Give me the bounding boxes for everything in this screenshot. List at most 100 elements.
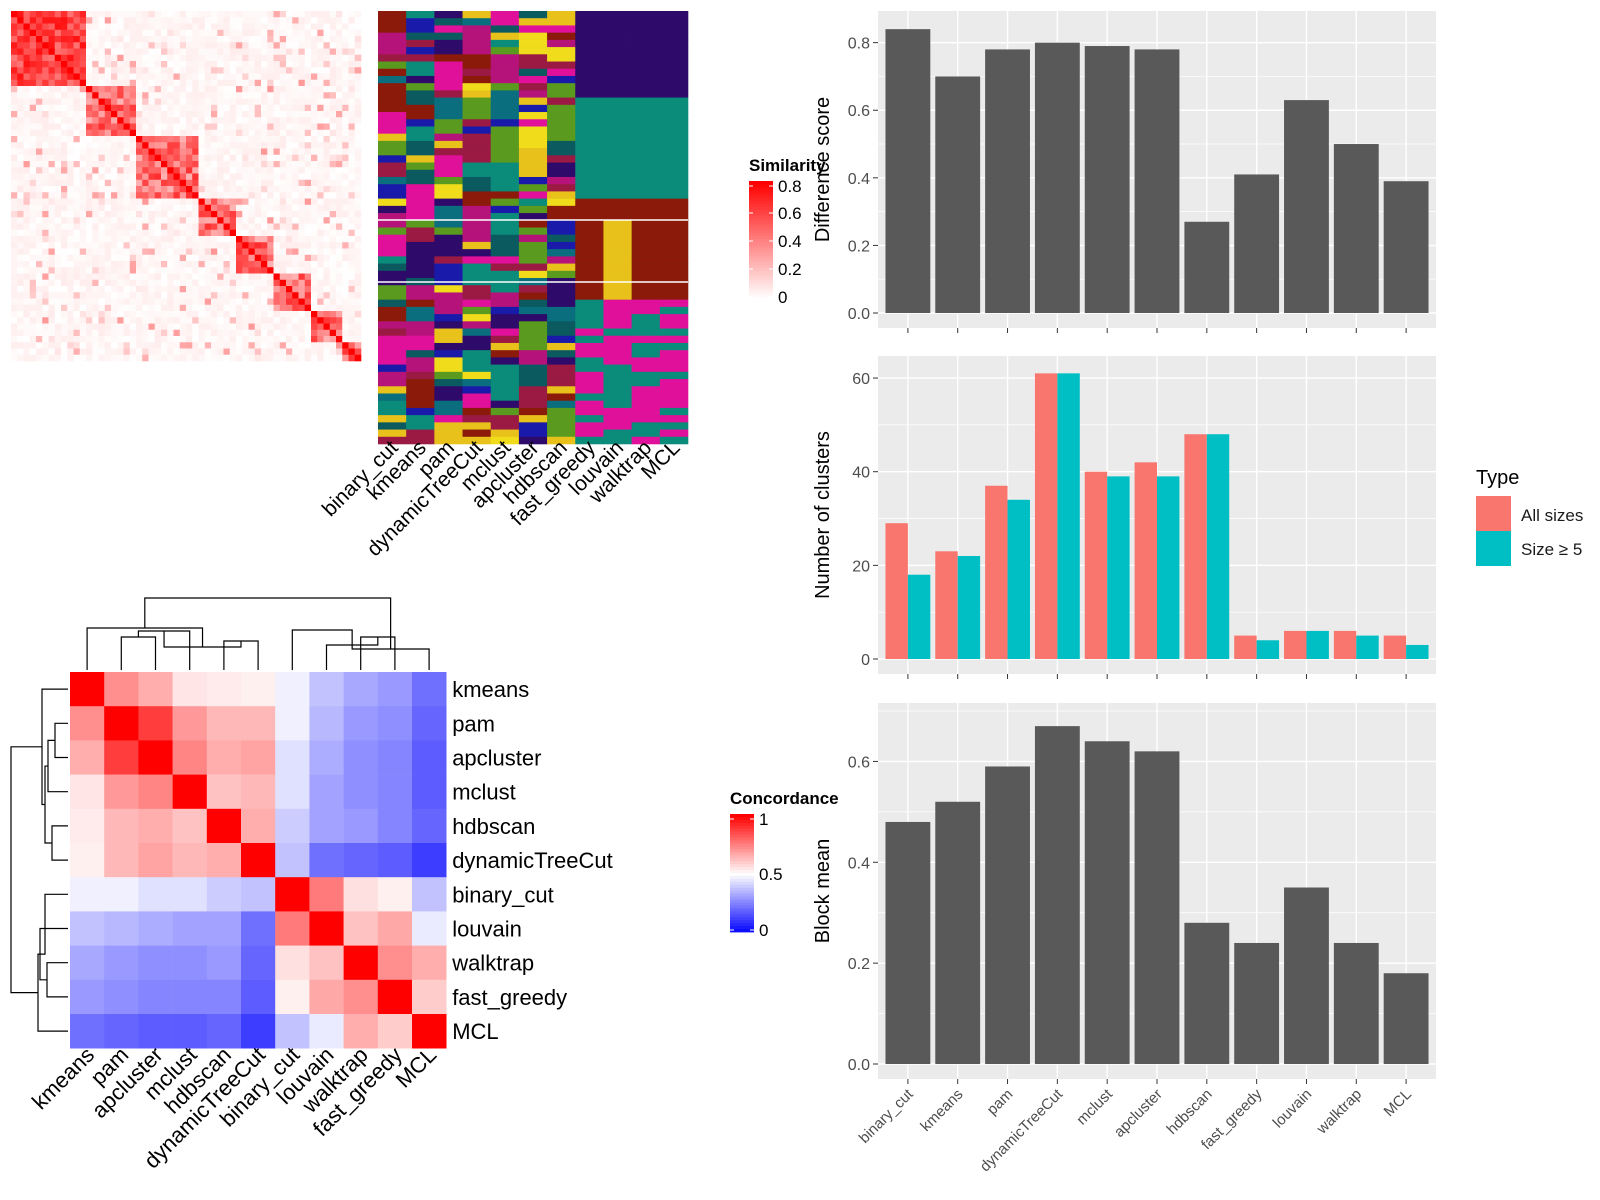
- similarity-cell: [86, 323, 93, 331]
- similarity-cell: [311, 92, 318, 99]
- similarity-cell: [242, 179, 249, 187]
- similarity-cell: [79, 42, 87, 49]
- similarity-cell: [129, 136, 137, 143]
- similarity-cell: [42, 267, 49, 274]
- similarity-cell: [261, 61, 268, 68]
- similarity-cell: [304, 86, 312, 93]
- cluster-strip-cell: [378, 415, 407, 423]
- similarity-cell: [167, 161, 174, 168]
- similarity-cell: [161, 11, 168, 18]
- type-legend-swatch-size5: [1476, 531, 1511, 566]
- similarity-cell: [154, 254, 162, 262]
- similarity-cell: [23, 79, 31, 87]
- similarity-cell: [229, 98, 237, 106]
- similarity-cell: [98, 192, 106, 199]
- similarity-cell: [311, 148, 318, 156]
- cluster-strip-cell: [378, 241, 407, 250]
- similarity-cell: [286, 54, 293, 62]
- similarity-cell: [286, 17, 293, 24]
- similarity-cell: [304, 336, 312, 343]
- similarity-cell: [98, 17, 106, 24]
- similarity-cell: [317, 311, 324, 318]
- similarity-cell: [304, 179, 312, 187]
- similarity-cell: [236, 279, 243, 287]
- similarity-cell: [336, 211, 343, 218]
- similarity-cell: [111, 161, 118, 168]
- similarity-cell: [279, 48, 287, 56]
- similarity-cell: [111, 73, 118, 81]
- similarity-cell: [129, 273, 137, 281]
- similarity-cell: [148, 179, 156, 187]
- similarity-cell: [161, 304, 168, 312]
- similarity-cell: [261, 217, 268, 224]
- cluster-strip-cell: [434, 371, 463, 380]
- concordance-cell: [275, 911, 310, 946]
- similarity-cell: [273, 17, 281, 24]
- cluster-strip-cell: [659, 68, 689, 77]
- similarity-cell: [73, 173, 81, 181]
- similarity-cell: [86, 286, 93, 293]
- similarity-cell: [261, 223, 268, 231]
- similarity-cell: [317, 161, 324, 168]
- similarity-cell: [311, 29, 318, 37]
- similarity-cell: [279, 304, 287, 312]
- cluster-strip-cell: [631, 191, 661, 199]
- similarity-cell: [336, 204, 343, 212]
- similarity-legend-gradient: [749, 265, 773, 269]
- similarity-cell: [23, 167, 31, 174]
- cluster-strip-cell: [518, 32, 548, 41]
- bar: [1084, 741, 1130, 1064]
- similarity-cell: [79, 117, 87, 124]
- similarity-cell: [236, 129, 243, 137]
- similarity-cell: [248, 123, 256, 131]
- similarity-cell: [304, 142, 312, 149]
- similarity-cell: [298, 279, 306, 287]
- similarity-cell: [29, 229, 37, 237]
- similarity-cell: [267, 29, 274, 37]
- concordance-legend-gradient: [730, 923, 754, 927]
- similarity-cell: [336, 161, 343, 168]
- similarity-cell: [98, 229, 106, 237]
- similarity-cell: [254, 161, 262, 168]
- similarity-cell: [67, 329, 74, 337]
- similarity-cell: [311, 11, 318, 18]
- similarity-cell: [336, 304, 343, 312]
- similarity-cell: [279, 186, 287, 193]
- similarity-cell: [267, 17, 274, 24]
- concordance-legend-gradient: [730, 858, 754, 862]
- similarity-cell: [242, 223, 249, 231]
- similarity-cell: [86, 48, 93, 56]
- similarity-cell: [154, 279, 162, 287]
- similarity-cell: [29, 323, 37, 331]
- cluster-strip-cell: [490, 83, 520, 91]
- similarity-cell: [342, 67, 349, 74]
- similarity-cell: [73, 254, 81, 262]
- similarity-cell: [17, 211, 24, 218]
- similarity-cell: [92, 167, 99, 174]
- similarity-cell: [167, 111, 174, 118]
- concordance-cell: [412, 911, 447, 946]
- concordance-legend-title: Concordance: [730, 789, 839, 808]
- similarity-cell: [61, 267, 68, 274]
- similarity-cell: [204, 292, 212, 299]
- similarity-cell: [229, 248, 237, 256]
- similarity-cell: [123, 211, 131, 218]
- similarity-cell: [67, 211, 74, 218]
- similarity-cell: [323, 261, 331, 268]
- similarity-cell: [192, 261, 199, 268]
- similarity-cell: [167, 336, 174, 343]
- cluster-strip-cell: [490, 314, 520, 322]
- cluster-strip-cell: [603, 234, 632, 243]
- similarity-cell: [229, 229, 237, 237]
- similarity-cell: [186, 61, 193, 68]
- similarity-cell: [267, 173, 274, 181]
- similarity-cell: [248, 36, 256, 43]
- similarity-cell: [192, 229, 199, 237]
- similarity-cell: [348, 242, 356, 249]
- similarity-cell: [204, 279, 212, 287]
- similarity-cell: [111, 254, 118, 262]
- similarity-cell: [242, 229, 249, 237]
- similarity-cell: [23, 186, 31, 193]
- similarity-cell: [86, 129, 93, 137]
- similarity-cell: [354, 117, 362, 124]
